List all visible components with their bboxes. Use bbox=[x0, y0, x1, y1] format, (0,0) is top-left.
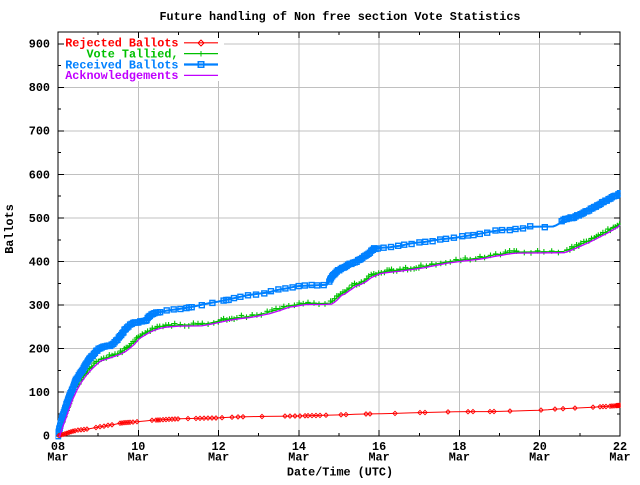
svg-text:Mar: Mar bbox=[208, 450, 229, 464]
svg-text:16: 16 bbox=[372, 440, 386, 454]
svg-text:14: 14 bbox=[292, 440, 306, 454]
svg-text:Date/Time (UTC): Date/Time (UTC) bbox=[287, 466, 393, 480]
svg-text:500: 500 bbox=[29, 212, 50, 226]
svg-text:08: 08 bbox=[51, 440, 65, 454]
svg-text:Mar: Mar bbox=[529, 450, 550, 464]
svg-text:22: 22 bbox=[613, 440, 627, 454]
svg-text:Rejected Ballots: Rejected Ballots bbox=[65, 37, 178, 51]
svg-text:Mar: Mar bbox=[368, 450, 389, 464]
svg-text:200: 200 bbox=[29, 343, 50, 357]
svg-text:Received Ballots: Received Ballots bbox=[65, 58, 178, 72]
svg-text:0: 0 bbox=[43, 430, 50, 444]
svg-text:12: 12 bbox=[212, 440, 226, 454]
svg-text:18: 18 bbox=[452, 440, 466, 454]
svg-text:Mar: Mar bbox=[47, 450, 68, 464]
svg-text:Acknowledgements: Acknowledgements bbox=[65, 69, 178, 83]
svg-text:Mar: Mar bbox=[128, 450, 149, 464]
svg-text:900: 900 bbox=[29, 38, 50, 52]
svg-text:100: 100 bbox=[29, 386, 50, 400]
svg-text:Mar: Mar bbox=[449, 450, 470, 464]
svg-text:Mar: Mar bbox=[609, 450, 630, 464]
svg-text:600: 600 bbox=[29, 168, 50, 182]
svg-text:Ballots: Ballots bbox=[3, 204, 17, 254]
svg-text:Mar: Mar bbox=[288, 450, 309, 464]
svg-text:Future handling of Non free se: Future handling of Non free section Vote… bbox=[159, 10, 520, 24]
svg-text:700: 700 bbox=[29, 125, 50, 139]
svg-text:Vote Tallied,: Vote Tallied, bbox=[86, 47, 178, 61]
svg-text:400: 400 bbox=[29, 255, 50, 269]
svg-text:20: 20 bbox=[533, 440, 547, 454]
svg-text:800: 800 bbox=[29, 81, 50, 95]
svg-text:300: 300 bbox=[29, 299, 50, 313]
svg-text:10: 10 bbox=[131, 440, 145, 454]
